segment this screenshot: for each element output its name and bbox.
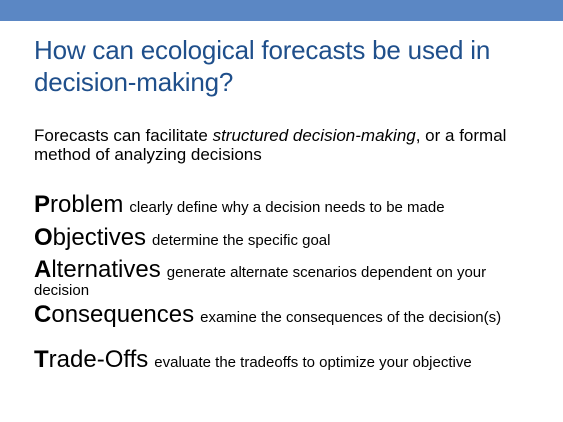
step-description: clearly define why a decision needs to b… <box>129 199 444 216</box>
step-term-rest: roblem <box>50 191 123 218</box>
step-term-rest: lternatives <box>51 256 160 283</box>
step-term: Consequences <box>34 301 194 328</box>
step-objectives: Objectives determine the specific goal <box>34 227 330 250</box>
step-description: examine the consequences of the decision… <box>200 309 501 326</box>
step-alternatives: Alternatives generate alternate scenarios… <box>34 259 534 300</box>
step-term-rest: bjectives <box>53 224 146 251</box>
step-initial: O <box>34 224 53 251</box>
step-term: Alternatives <box>34 256 161 283</box>
step-term: Objectives <box>34 224 146 251</box>
intro-before: Forecasts can facilitate <box>34 126 213 145</box>
intro-text: Forecasts can facilitate structured deci… <box>34 126 544 164</box>
step-term-rest: rade-Offs <box>49 346 149 373</box>
step-description: determine the specific goal <box>152 232 330 249</box>
step-trade-offs: Trade-Offs evaluate the tradeoffs to opti… <box>34 349 534 372</box>
intro-emphasis: structured decision-making <box>213 126 416 145</box>
top-accent-bar <box>0 0 563 21</box>
step-term-rest: onsequences <box>51 301 194 328</box>
step-consequences: Consequences examine the consequences of … <box>34 304 534 327</box>
step-term: Problem <box>34 191 123 218</box>
step-problem: Problem clearly define why a decision nee… <box>34 194 445 217</box>
step-initial: A <box>34 256 51 283</box>
step-initial: T <box>34 346 49 373</box>
step-description: evaluate the tradeoffs to optimize your … <box>154 354 471 371</box>
slide-title: How can ecological forecasts be used in … <box>34 34 544 98</box>
step-initial: P <box>34 191 50 218</box>
step-term: Trade-Offs <box>34 346 148 373</box>
step-initial: C <box>34 301 51 328</box>
